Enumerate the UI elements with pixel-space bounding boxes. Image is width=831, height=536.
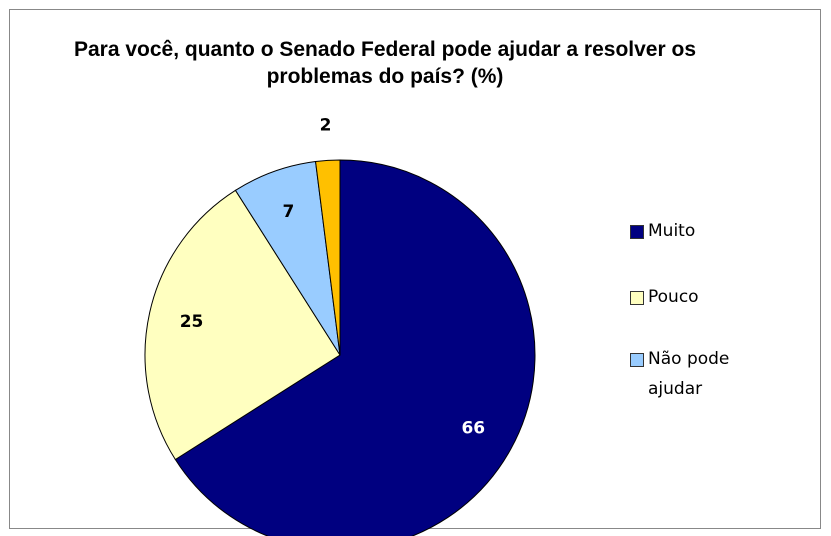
legend-item: Não pode ajudar [630,344,750,404]
data-label: 66 [461,418,485,438]
legend-label: Não pode ajudar [648,349,730,399]
data-label: 25 [180,312,204,332]
data-label: 2 [320,115,332,135]
pie-slice [174,159,536,536]
pie-slice [144,189,341,461]
chart-title: Para você, quanto o Senado Federal pode … [73,38,697,88]
legend-swatch [630,225,644,239]
legend-swatch [630,291,644,305]
data-label: 7 [283,202,295,222]
legend-item: Pouco [630,282,750,312]
legend-swatch [630,353,644,367]
legend-label: Pouco [648,287,699,307]
legend-item: Muito [630,216,750,246]
legend-label: Muito [648,221,696,241]
pie-slice [315,159,341,356]
